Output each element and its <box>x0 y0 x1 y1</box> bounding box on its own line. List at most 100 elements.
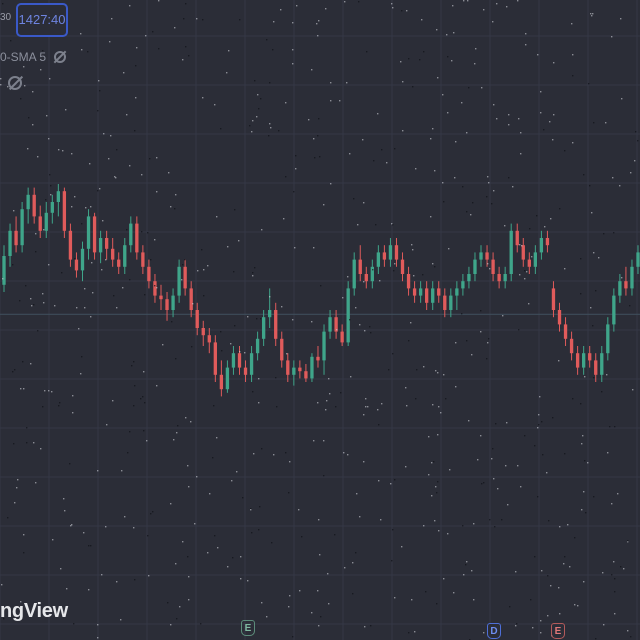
noise-speck <box>598 257 600 259</box>
noise-speck <box>406 10 408 12</box>
noise-speck <box>550 585 552 587</box>
noise-speck <box>462 186 464 188</box>
noise-speck <box>451 60 453 62</box>
noise-speck <box>58 405 60 407</box>
noise-speck <box>227 566 229 568</box>
noise-speck <box>466 340 468 342</box>
noise-speck <box>127 452 129 454</box>
noise-speck <box>411 599 413 601</box>
noise-speck <box>10 40 12 42</box>
noise-speck <box>88 589 90 591</box>
noise-speck <box>532 627 534 629</box>
noise-speck <box>350 376 352 378</box>
eye-slash-icon[interactable] <box>8 76 22 90</box>
noise-speck <box>540 620 542 622</box>
noise-speck <box>240 556 242 558</box>
noise-speck <box>339 100 341 102</box>
noise-speck <box>16 487 18 489</box>
noise-speck <box>323 440 325 442</box>
noise-speck <box>43 302 45 304</box>
noise-speck <box>468 420 470 422</box>
noise-speck <box>356 493 358 495</box>
noise-speck <box>99 188 101 190</box>
noise-speck <box>564 556 566 558</box>
noise-speck <box>80 373 82 375</box>
noise-speck <box>509 606 511 608</box>
noise-speck <box>87 51 89 53</box>
candle-body <box>111 248 115 260</box>
noise-speck <box>540 91 542 93</box>
noise-speck <box>295 168 297 170</box>
noise-speck <box>238 240 240 242</box>
noise-speck <box>252 391 254 393</box>
price-readout-badge[interactable]: 1427:40 <box>16 3 68 37</box>
noise-speck <box>609 426 611 428</box>
earnings-event-marker[interactable]: E <box>241 620 255 636</box>
noise-speck <box>402 130 404 132</box>
noise-speck <box>182 59 184 61</box>
noise-speck <box>174 208 176 210</box>
noise-speck <box>168 172 170 174</box>
noise-speck <box>592 325 594 327</box>
noise-speck <box>76 307 78 309</box>
noise-speck <box>542 454 544 456</box>
noise-speck <box>191 346 193 348</box>
noise-speck <box>65 109 67 111</box>
noise-speck <box>182 264 184 266</box>
noise-speck <box>24 85 26 87</box>
noise-speck <box>582 435 584 437</box>
noise-speck <box>113 295 115 297</box>
noise-speck <box>447 56 449 58</box>
noise-speck <box>134 579 136 581</box>
noise-speck <box>252 275 254 277</box>
candle-body <box>394 245 399 260</box>
noise-speck <box>48 138 50 140</box>
candle-body <box>280 338 284 361</box>
noise-speck <box>103 133 105 135</box>
noise-speck <box>453 592 455 594</box>
noise-speck <box>242 497 244 499</box>
candle-body <box>443 295 447 310</box>
noise-speck <box>92 292 94 294</box>
noise-speck <box>266 616 268 618</box>
indicator-label[interactable]: 0-SMA 5 <box>0 50 47 64</box>
noise-speck <box>129 279 131 281</box>
dividend-event-marker[interactable]: D <box>487 623 501 639</box>
noise-speck <box>20 388 22 390</box>
noise-speck <box>352 593 354 595</box>
candle-body <box>26 194 30 210</box>
noise-speck <box>412 249 414 251</box>
noise-speck <box>434 266 436 268</box>
noise-speck <box>269 296 271 298</box>
noise-speck <box>508 124 510 126</box>
noise-speck <box>64 510 66 512</box>
noise-speck <box>495 423 497 425</box>
noise-speck <box>154 285 156 287</box>
noise-speck <box>489 519 491 521</box>
noise-speck <box>605 122 607 124</box>
noise-speck <box>504 225 506 227</box>
noise-speck <box>559 208 561 210</box>
noise-speck <box>475 48 477 50</box>
noise-speck <box>531 256 533 258</box>
noise-speck <box>550 218 552 220</box>
noise-speck <box>49 78 51 80</box>
noise-speck <box>518 118 520 120</box>
noise-speck <box>391 223 393 225</box>
noise-speck <box>196 476 198 478</box>
noise-speck <box>611 503 613 505</box>
noise-speck <box>37 156 39 158</box>
noise-speck <box>367 406 369 408</box>
noise-speck <box>89 163 91 165</box>
noise-speck <box>564 453 566 455</box>
noise-speck <box>553 62 555 64</box>
noise-speck <box>347 454 349 456</box>
noise-speck <box>17 479 19 481</box>
eye-slash-icon[interactable] <box>54 51 67 63</box>
noise-speck <box>584 376 586 378</box>
noise-speck <box>595 638 597 640</box>
earnings-event-marker[interactable]: E <box>551 623 565 639</box>
noise-speck <box>42 406 44 408</box>
indicator-legend-row[interactable]: 0-SMA 5 <box>0 50 67 64</box>
